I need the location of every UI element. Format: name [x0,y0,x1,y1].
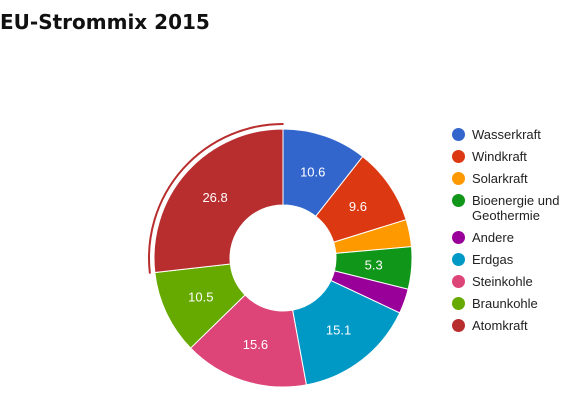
legend-item-steinkohle[interactable]: Steinkohle [452,274,578,289]
legend-item-braunkohle[interactable]: Braunkohle [452,296,578,311]
legend-item-solarkraft[interactable]: Solarkraft [452,171,578,186]
chart-title: EU-Strommix 2015 [0,10,210,34]
legend-swatch [452,150,465,163]
legend-label: Braunkohle [472,296,538,311]
slice-steinkohle[interactable] [189,294,307,388]
legend-swatch [452,275,465,288]
slice-label-atomkraft: 26.8 [202,190,227,205]
legend-label: Steinkohle [472,274,533,289]
legend-item-bioenergie-und-geothermie[interactable]: Bioenergie und Geothermie [452,193,578,223]
legend-item-andere[interactable]: Andere [452,230,578,245]
legend-label: Solarkraft [472,171,528,186]
slice-atomkraft[interactable] [153,128,284,274]
slice-label-steinkohle: 15.6 [243,337,268,352]
slice-label-erdgas: 15.1 [326,323,351,338]
legend-label: Bioenergie und Geothermie [472,193,560,223]
legend-swatch [452,297,465,310]
legend-swatch [452,253,465,266]
chart-legend: Wasserkraft Windkraft Solarkraft Bioenergie… [452,127,578,340]
slice-label-braunkohle: 10.5 [188,290,213,305]
slice-highlight-ring [148,123,284,274]
legend-label: Wasserkraft [472,127,541,142]
legend-swatch [452,172,465,185]
legend-item-atomkraft[interactable]: Atomkraft [452,318,578,333]
legend-item-wasserkraft[interactable]: Wasserkraft [452,127,578,142]
slice-label-windkraft: 9.6 [349,199,367,214]
legend-swatch [452,128,465,141]
slice-label-bioenergie-und-geothermie: 5.3 [365,258,383,273]
legend-item-erdgas[interactable]: Erdgas [452,252,578,267]
legend-label: Andere [472,230,514,245]
legend-swatch [452,319,465,332]
legend-swatch [452,231,465,244]
legend-label: Erdgas [472,252,514,267]
legend-label: Windkraft [472,149,527,164]
legend-swatch [452,194,465,207]
legend-label: Atomkraft [472,318,528,333]
slice-label-wasserkraft: 10.6 [300,164,325,179]
legend-item-windkraft[interactable]: Windkraft [452,149,578,164]
